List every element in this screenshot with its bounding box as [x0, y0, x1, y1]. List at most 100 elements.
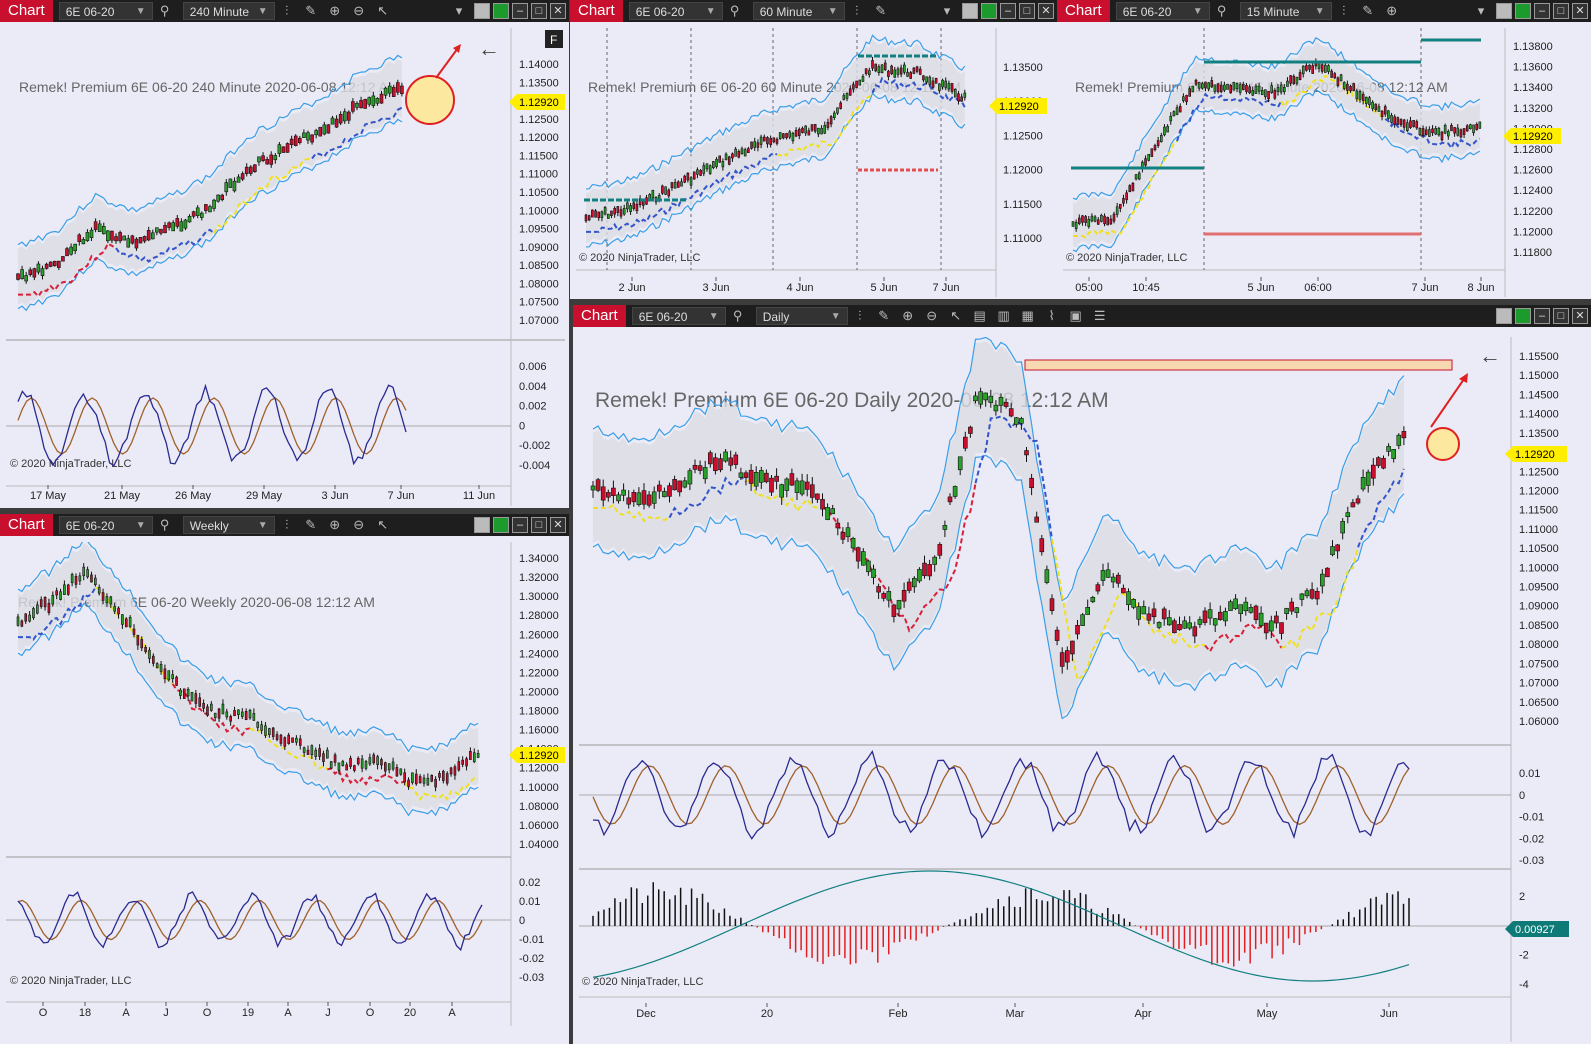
- pencil-icon[interactable]: ✎: [305, 3, 317, 18]
- instrument-select[interactable]: 6E 06-20 ▼: [58, 2, 153, 20]
- link-button[interactable]: [981, 3, 997, 19]
- price-tick-label: 1.11800: [1513, 247, 1552, 259]
- pencil-icon[interactable]: ✎: [875, 3, 887, 18]
- bar-type-icon[interactable]: ⫶: [285, 517, 289, 532]
- back-arrow-icon[interactable]: ←: [478, 36, 500, 61]
- candle-body: [1100, 570, 1106, 581]
- templates-icon[interactable]: ▥: [997, 308, 1010, 323]
- close-button[interactable]: ✕: [1572, 308, 1588, 324]
- chart-tag[interactable]: Chart: [0, 0, 53, 22]
- maximize-button[interactable]: □: [1553, 308, 1569, 324]
- chevron-down-icon[interactable]: ▾: [455, 3, 463, 18]
- price-tick-label: 1.12000: [1519, 485, 1559, 497]
- chevron-down-icon[interactable]: ▾: [1477, 3, 1485, 18]
- maximize-button[interactable]: □: [531, 517, 547, 533]
- search-icon[interactable]: ⚲: [732, 308, 743, 323]
- midline-segment: [898, 483, 977, 633]
- bar-type-icon[interactable]: ⫶: [858, 308, 862, 323]
- chart-tag[interactable]: Chart: [570, 0, 623, 22]
- data-box-icon[interactable]: ▣: [1069, 308, 1082, 323]
- zoom-in-icon[interactable]: ⊕: [902, 308, 914, 323]
- maximize-button[interactable]: □: [1553, 3, 1569, 19]
- pointer-icon[interactable]: ↖: [377, 517, 389, 532]
- link-button[interactable]: [493, 3, 509, 19]
- pencil-icon[interactable]: ✎: [878, 308, 890, 323]
- zoom-in-icon[interactable]: ⊕: [329, 517, 341, 532]
- candle-body: [864, 68, 868, 74]
- plot-area[interactable]: Remek! Premium 6E 06-20 60 Minute 2020-0…: [576, 28, 1051, 297]
- window-button[interactable]: [1496, 308, 1512, 324]
- minimize-button[interactable]: –: [512, 517, 528, 533]
- search-icon[interactable]: ⚲: [729, 3, 740, 18]
- candle-body: [355, 103, 359, 108]
- window-button[interactable]: [474, 3, 490, 19]
- properties-icon[interactable]: ▤: [973, 308, 986, 323]
- back-arrow-icon[interactable]: ←: [1479, 343, 1501, 368]
- chevron-down-icon[interactable]: ▾: [943, 3, 951, 18]
- plot-area[interactable]: Remek! Premium 6E 06-20 Daily 2020-06-08…: [579, 337, 1585, 1042]
- zoom-out-icon[interactable]: ⊖: [353, 517, 365, 532]
- candle-body: [182, 688, 186, 699]
- zoom-in-icon[interactable]: ⊕: [1386, 3, 1398, 18]
- instrument-select[interactable]: 6E 06-20 ▼: [628, 2, 723, 20]
- strategies-icon[interactable]: ⌇: [1048, 308, 1055, 323]
- window-button[interactable]: [962, 3, 978, 19]
- plot-area[interactable]: Remek! Premium 6E 06-20 240 Minute 2020-…: [6, 28, 565, 506]
- oscillator-tick-label: -0.03: [1519, 855, 1544, 867]
- list-icon[interactable]: ☰: [1093, 308, 1106, 323]
- search-icon[interactable]: ⚲: [159, 517, 170, 532]
- search-icon[interactable]: ⚲: [159, 3, 170, 18]
- candle-body: [1207, 82, 1210, 90]
- pencil-icon[interactable]: ✎: [1362, 3, 1374, 18]
- plot-area[interactable]: Remek! Premium 6E 06-20 15 Minute 2020-0…: [1063, 28, 1585, 297]
- candle-body: [130, 235, 135, 244]
- pointer-icon[interactable]: ↖: [950, 308, 962, 323]
- zoom-out-icon[interactable]: ⊖: [353, 3, 365, 18]
- f-button[interactable]: [545, 30, 563, 48]
- interval-select[interactable]: 15 Minute ▼: [1239, 2, 1332, 20]
- candle-body: [817, 127, 820, 135]
- link-button[interactable]: [493, 517, 509, 533]
- pointer-icon[interactable]: ↖: [377, 3, 389, 18]
- minimize-button[interactable]: –: [1534, 308, 1550, 324]
- window-button[interactable]: [474, 517, 490, 533]
- search-icon[interactable]: ⚲: [1216, 3, 1227, 18]
- interval-select[interactable]: Daily ▼: [755, 307, 848, 325]
- zoom-in-icon[interactable]: ⊕: [329, 3, 341, 18]
- maximize-button[interactable]: □: [531, 3, 547, 19]
- minimize-button[interactable]: –: [512, 3, 528, 19]
- maximize-button[interactable]: □: [1019, 3, 1035, 19]
- chart-tag[interactable]: Chart: [573, 305, 626, 327]
- bar-type-icon[interactable]: ⫶: [855, 3, 859, 18]
- instrument-select[interactable]: 6E 06-20 ▼: [58, 516, 153, 534]
- interval-select[interactable]: Weekly ▼: [182, 516, 275, 534]
- close-button[interactable]: ✕: [1038, 3, 1054, 19]
- zoom-out-icon[interactable]: ⊖: [926, 308, 938, 323]
- candle-body: [1421, 128, 1425, 136]
- interval-select[interactable]: 60 Minute ▼: [752, 2, 845, 20]
- indicators-icon[interactable]: ▦: [1021, 308, 1034, 323]
- candle-body: [1276, 87, 1280, 92]
- minimize-button[interactable]: –: [1534, 3, 1550, 19]
- candle-body: [1292, 75, 1296, 84]
- bar-type-icon[interactable]: ⫶: [285, 3, 289, 18]
- chart-tag[interactable]: Chart: [0, 514, 53, 536]
- close-button[interactable]: ✕: [550, 517, 566, 533]
- plot-area[interactable]: Remek! Premium 6E 06-20 Weekly 2020-06-0…: [6, 542, 565, 1026]
- pencil-icon[interactable]: ✎: [305, 517, 317, 532]
- window-button[interactable]: [1496, 3, 1512, 19]
- candle-body: [845, 93, 849, 99]
- chart-tag[interactable]: Chart: [1057, 0, 1110, 22]
- bar-type-icon[interactable]: ⫶: [1342, 3, 1346, 18]
- close-button[interactable]: ✕: [550, 3, 566, 19]
- link-button[interactable]: [1515, 308, 1531, 324]
- minimize-button[interactable]: –: [1000, 3, 1016, 19]
- candle-body: [1472, 124, 1475, 134]
- candle-body: [667, 189, 671, 197]
- instrument-select[interactable]: 6E 06-20 ▼: [1115, 2, 1210, 20]
- interval-select[interactable]: 240 Minute ▼: [182, 2, 275, 20]
- candle-body: [917, 569, 922, 582]
- instrument-select[interactable]: 6E 06-20 ▼: [631, 307, 726, 325]
- link-button[interactable]: [1515, 3, 1531, 19]
- close-button[interactable]: ✕: [1572, 3, 1588, 19]
